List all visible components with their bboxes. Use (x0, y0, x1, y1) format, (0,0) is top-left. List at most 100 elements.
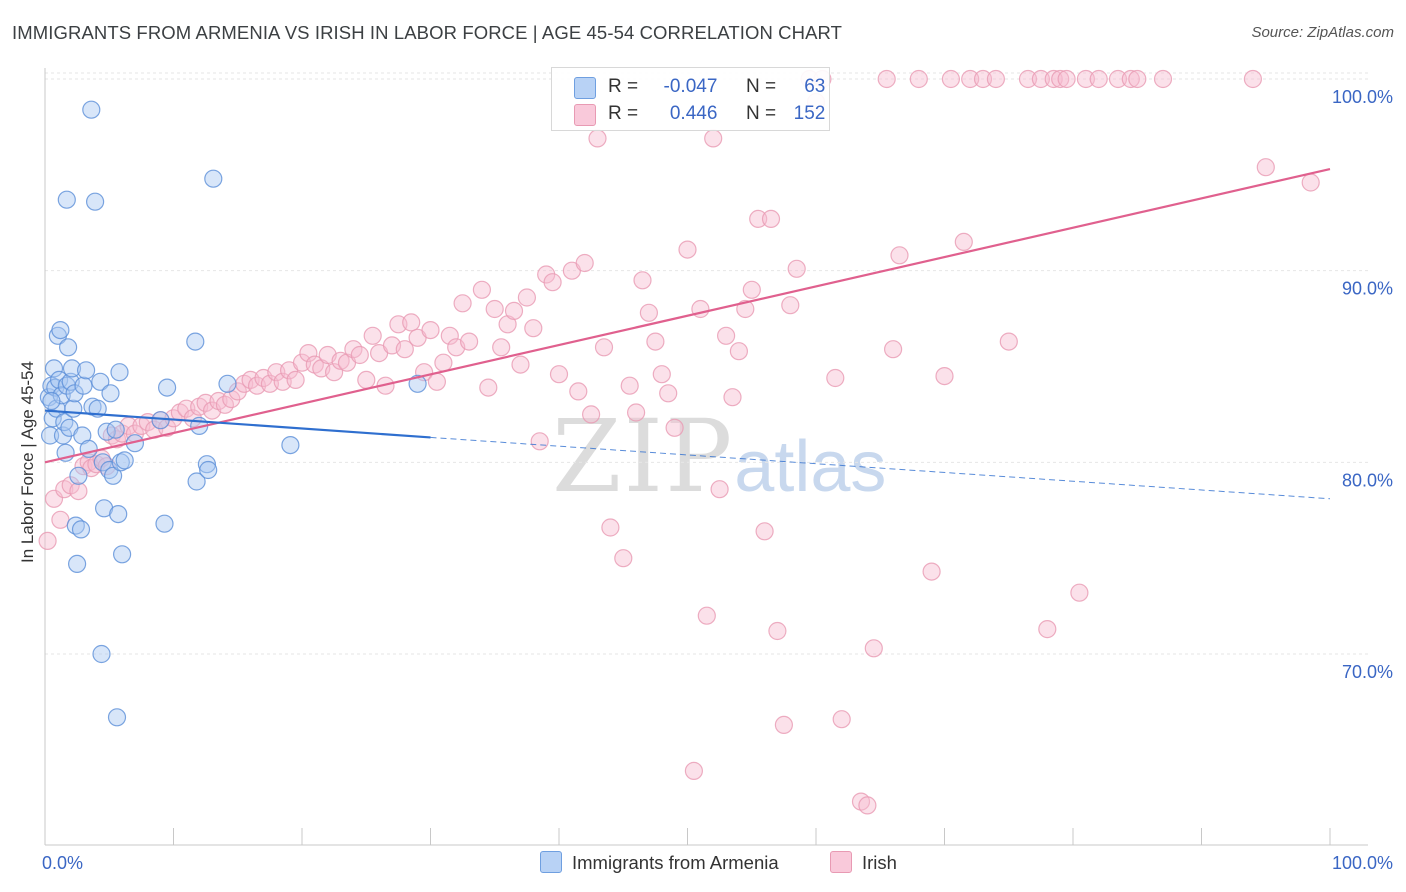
correlation-legend: R = -0.047 N = 63 R = 0.446 N = 152 (551, 67, 830, 131)
irish-point (755, 522, 774, 541)
irish-point (723, 388, 742, 407)
irish-point (69, 482, 88, 501)
armenia-point (57, 190, 76, 209)
irish-point (1038, 619, 1057, 639)
irish-point (749, 209, 768, 228)
axes (44, 68, 1368, 846)
armenia-point (197, 455, 216, 474)
x-tick-label: 0.0% (42, 853, 83, 873)
armenia-point (71, 520, 91, 539)
data-points (38, 69, 1320, 815)
armenia-point (112, 545, 132, 564)
armenia-trend-line (44, 409, 431, 439)
irish-point (883, 340, 903, 359)
irish-point (581, 405, 601, 424)
armenia-trend-extension (430, 436, 1331, 500)
armenia-point (76, 361, 96, 380)
irish-point (1108, 69, 1128, 89)
legend-n-label: N = (745, 103, 777, 124)
irish-point (761, 209, 781, 228)
irish-point (51, 510, 70, 529)
irish-point (665, 418, 684, 437)
irish-point (286, 370, 305, 389)
irish-point (639, 303, 659, 322)
trend-lines (44, 168, 1331, 500)
irish-point (1070, 583, 1089, 602)
armenia-point (62, 359, 82, 378)
irish-point (941, 69, 961, 89)
armenia-point (110, 363, 129, 382)
irish-point (973, 69, 993, 89)
irish-point (588, 129, 607, 148)
armenia-point (42, 391, 61, 411)
armenia-point (97, 422, 116, 441)
armenia-point (67, 554, 87, 574)
irish-point (107, 430, 127, 449)
irish-point (710, 480, 729, 499)
irish-point (1031, 69, 1051, 89)
irish-point (1121, 69, 1140, 89)
armenia-point (44, 359, 64, 378)
armenia-point (103, 466, 123, 485)
irish-point (961, 69, 980, 89)
irish-point (877, 69, 896, 89)
irish-point (325, 363, 344, 382)
irish-point (781, 296, 800, 315)
irish-point (646, 332, 665, 351)
irish-point (434, 353, 453, 372)
armenia-point (91, 372, 110, 391)
irish-point (864, 639, 883, 658)
irish-point (1243, 69, 1263, 89)
armenia-point (109, 504, 128, 524)
irish-point (1044, 69, 1063, 89)
irish-point (472, 280, 491, 299)
irish-point (742, 280, 761, 299)
irish-point (890, 246, 909, 265)
y-tick-label: 70.0% (1342, 662, 1393, 682)
armenia-point (58, 338, 78, 357)
irish-point (626, 403, 646, 422)
bottom-legend-armenia: Immigrants from Armenia (540, 851, 779, 874)
irish-point (1057, 69, 1076, 89)
irish-point (684, 761, 704, 781)
legend-n-value-armenia: 63 (804, 76, 826, 97)
irish-point (524, 319, 543, 338)
irish-point (1256, 158, 1275, 177)
armenia-point (281, 436, 300, 455)
irish-point (427, 372, 446, 391)
armenia-point (115, 451, 134, 470)
legend-swatch-irish (574, 104, 596, 126)
irish-point (768, 621, 787, 641)
irish-point (774, 715, 794, 735)
irish-point (614, 549, 633, 568)
irish-point (485, 299, 504, 319)
bottom-legend-irish: Irish (830, 851, 897, 874)
irish-point (697, 606, 716, 625)
irish-point (633, 271, 652, 290)
legend-r-label: R = (608, 76, 639, 97)
irish-point (986, 69, 1006, 89)
irish-point (517, 288, 537, 307)
irish-point (350, 345, 369, 365)
chart-source: Source: ZipAtlas.com (1251, 24, 1394, 41)
irish-point (858, 796, 877, 815)
armenia-point (74, 376, 93, 395)
bottom-legend-label-irish: Irish (862, 852, 897, 873)
chart-title: IMMIGRANTS FROM ARMENIA VS IRISH IN LABO… (12, 22, 843, 43)
irish-point (787, 259, 806, 278)
irish-point (716, 326, 736, 345)
irish-point (678, 240, 697, 259)
irish-point (826, 368, 845, 388)
armenia-point (204, 169, 223, 188)
y-tick-label: 90.0% (1342, 279, 1393, 299)
x-tick-label: 100.0% (1332, 853, 1393, 873)
armenia-point (187, 472, 206, 491)
irish-point (832, 710, 851, 729)
armenia-point (85, 192, 105, 211)
irish-point (620, 376, 639, 395)
irish-point (504, 301, 524, 320)
irish-point (331, 351, 350, 370)
irish-point (228, 382, 247, 401)
irish-point (704, 129, 723, 148)
armenia-point (101, 384, 120, 403)
